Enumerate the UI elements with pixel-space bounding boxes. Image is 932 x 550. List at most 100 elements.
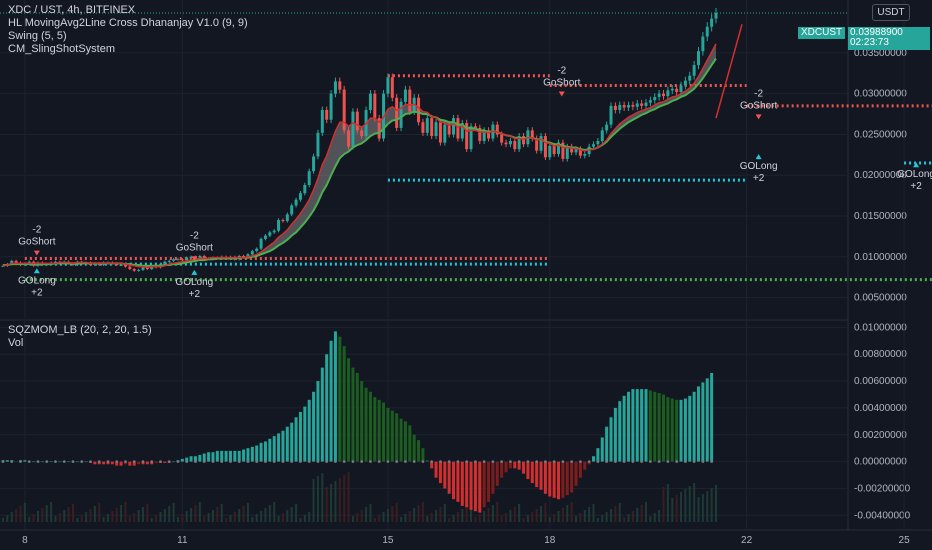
volume-bar <box>146 504 149 522</box>
momentum-bar <box>631 389 635 462</box>
squeeze-dot <box>45 460 49 463</box>
squeeze-dot <box>517 460 521 463</box>
candle-body <box>10 260 14 265</box>
candle-body <box>303 185 307 194</box>
momentum-bar <box>627 391 631 462</box>
volume-bar <box>203 516 206 522</box>
candle-body <box>473 126 477 128</box>
volume-bar <box>522 518 525 522</box>
squeeze-dot <box>159 460 162 463</box>
candle-body <box>679 85 683 93</box>
volume-bar <box>273 502 276 522</box>
candle-body <box>543 136 547 158</box>
momentum-bar <box>220 450 224 462</box>
squeeze-dot <box>342 460 346 463</box>
candle-body <box>368 93 372 110</box>
candle-body <box>478 127 482 141</box>
candle-body <box>307 171 311 186</box>
long-arrow-icon <box>191 269 198 275</box>
momentum-bar <box>316 381 320 462</box>
volume-bar <box>251 517 254 522</box>
momentum-bar <box>574 461 578 486</box>
candle-body <box>132 269 136 271</box>
volume-bar <box>671 498 674 522</box>
squeeze-momentum-legend[interactable]: SQZMOM_LB (20, 2, 20, 1.5) <box>8 324 152 336</box>
momentum-bar <box>570 461 574 493</box>
volume-bar <box>693 483 696 522</box>
squeeze-dot <box>202 460 206 463</box>
volume-bar <box>592 504 595 522</box>
signal-count-label: -2 <box>32 225 41 236</box>
squeeze-dot <box>491 460 495 463</box>
candle-body <box>176 259 180 261</box>
candle-body <box>263 235 267 239</box>
squeeze-dot <box>54 460 57 463</box>
momentum-bar <box>600 437 604 462</box>
volume-bar <box>128 516 131 522</box>
volume-bar <box>111 511 114 522</box>
volume-bar <box>268 505 271 522</box>
candle-body <box>430 118 434 137</box>
volume-bar <box>330 484 333 522</box>
squeeze-dot <box>579 460 582 463</box>
momentum-bar <box>97 461 101 465</box>
volume-bar <box>526 515 529 522</box>
golong-label: GOLong <box>175 277 213 288</box>
volume-bar <box>185 511 188 522</box>
momentum-bar <box>683 398 687 462</box>
short-arrow-icon <box>558 91 565 97</box>
candle-body <box>255 248 259 252</box>
volume-bar <box>6 515 9 522</box>
volume-bar <box>150 518 153 522</box>
volume-bar <box>588 507 591 522</box>
candle-body <box>403 89 407 102</box>
squeeze-dot <box>141 460 145 463</box>
volume-bar <box>413 508 416 522</box>
squeeze-dot <box>211 460 215 463</box>
volume-bar <box>220 504 223 522</box>
candle-body <box>653 96 657 101</box>
momentum-bar <box>412 434 416 462</box>
volume-bar <box>491 505 494 522</box>
candle-body <box>504 142 508 145</box>
indicator-slingshot-legend[interactable]: CM_SlingShotSystem <box>8 43 115 55</box>
momentum-bar <box>613 407 617 462</box>
momentum-bar <box>701 382 705 462</box>
momentum-bar <box>500 461 504 478</box>
squeeze-dot <box>552 460 556 463</box>
price-tick-label: 0.01000000 <box>854 252 907 263</box>
volume-bar <box>242 506 245 522</box>
squeeze-dot <box>264 460 267 463</box>
volume-bar <box>452 515 455 522</box>
volume-bar <box>246 503 249 522</box>
volume-bar <box>645 502 648 522</box>
candle-body <box>500 134 504 143</box>
squeeze-dot <box>526 460 530 463</box>
volume-bar <box>618 503 621 522</box>
momentum-bar <box>320 367 324 462</box>
golong-label: GOLong <box>740 161 778 172</box>
squeeze-dot <box>106 460 110 463</box>
volume-bar <box>575 516 578 522</box>
squeeze-dot <box>561 460 565 463</box>
indicator-ma-cross-legend[interactable]: HL MovingAvg2Line Cross Dhananjay V1.0 (… <box>8 17 248 29</box>
price-tick-label: 0.01500000 <box>854 211 907 222</box>
volume-bar <box>623 517 626 522</box>
volume-bar <box>540 506 543 522</box>
long-arrow-icon <box>913 162 920 168</box>
volume-bar <box>579 513 582 522</box>
volume-bar <box>334 481 337 522</box>
candle-body <box>675 88 679 93</box>
currency-button[interactable]: USDT <box>872 4 910 21</box>
squeeze-dot <box>36 460 40 463</box>
candle-body <box>202 256 206 259</box>
momentum-bar <box>495 461 499 486</box>
volume-bar <box>395 503 398 522</box>
volume-bar <box>662 487 665 522</box>
indicator-swing-legend[interactable]: Swing (5, 5) <box>8 30 67 42</box>
volume-bar <box>474 517 477 522</box>
volume-legend[interactable]: Vol <box>8 337 24 349</box>
squeeze-dot <box>622 460 626 463</box>
momentum-bar <box>329 340 333 462</box>
